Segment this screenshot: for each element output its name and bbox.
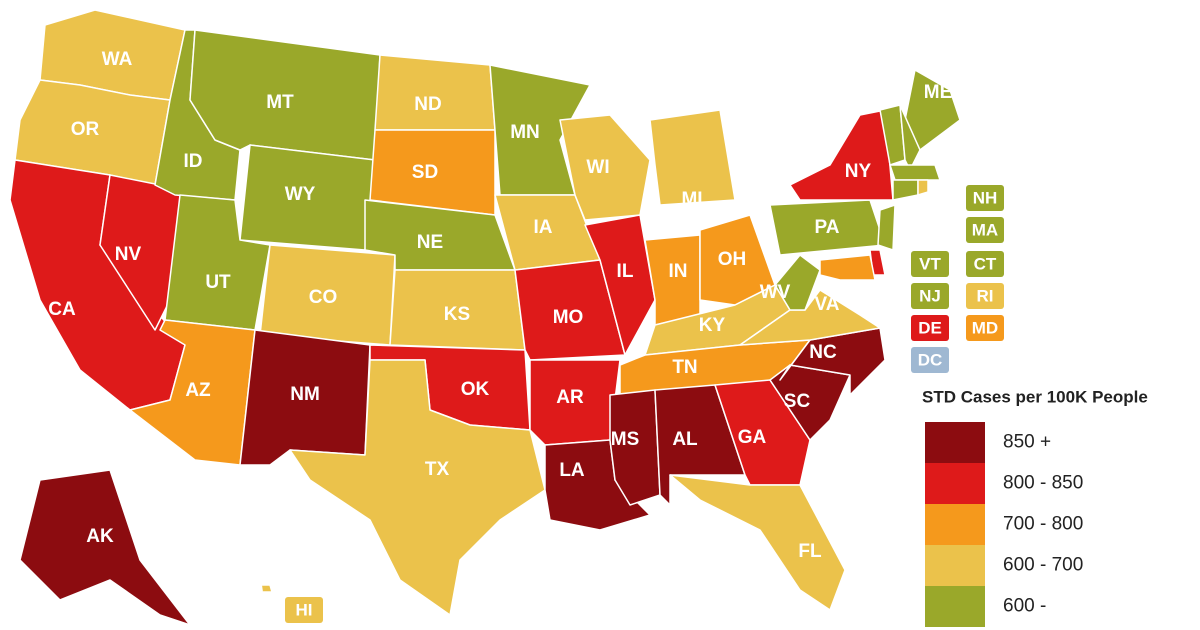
- state-shape: [889, 164, 941, 181]
- state-label: UT: [205, 272, 231, 293]
- state-shape: [789, 109, 894, 201]
- state-label: CA: [48, 299, 76, 320]
- state-callout-label: NH: [973, 188, 998, 207]
- state-callout-box: [966, 217, 1004, 243]
- state-shape: [917, 179, 929, 196]
- state-label: PA: [815, 217, 840, 238]
- state-label: IL: [617, 261, 634, 282]
- state-label: NM: [290, 384, 320, 405]
- state-label: FL: [798, 541, 822, 562]
- state-shape: [819, 254, 876, 281]
- state-shape: [904, 69, 961, 151]
- state-label: ND: [414, 94, 441, 115]
- state-label: OR: [71, 119, 100, 140]
- state-callout-label: CT: [974, 254, 997, 273]
- state-callout-label: DC: [918, 350, 943, 369]
- state-label: GA: [738, 427, 767, 448]
- state-label: AL: [672, 429, 698, 450]
- state-label: NV: [115, 244, 142, 265]
- legend-swatch: [925, 586, 985, 627]
- state-callout-box: [911, 251, 949, 277]
- state-callout-box: [911, 283, 949, 309]
- state-label: WV: [760, 282, 791, 303]
- state-label: TN: [672, 357, 697, 378]
- state-label: WY: [285, 184, 316, 205]
- state-shape: [289, 359, 546, 616]
- state-label: LA: [559, 460, 585, 481]
- legend-swatch: [925, 422, 985, 463]
- state-label: VA: [815, 294, 840, 315]
- state-label: MN: [510, 122, 540, 143]
- state-callout-box: [966, 283, 1004, 309]
- state-callout-label: MA: [972, 220, 998, 239]
- state-shape: [774, 254, 821, 311]
- state-callout-box: [911, 315, 949, 341]
- legend-label: 850 +: [1003, 432, 1051, 453]
- state-callout-box: [966, 185, 1004, 211]
- legend-label: 700 - 800: [1003, 514, 1083, 535]
- state-shape: [649, 109, 736, 206]
- state-label: ID: [184, 151, 203, 172]
- state-label: NC: [809, 342, 837, 363]
- legend-label: 800 - 850: [1003, 473, 1083, 494]
- state-shape: [892, 179, 919, 201]
- state-label: NE: [417, 232, 443, 253]
- state-label: CO: [309, 287, 338, 308]
- legend-swatch: [925, 463, 985, 504]
- state-callout-label: VT: [919, 254, 941, 273]
- state-label: KS: [444, 304, 470, 325]
- state-shape: [374, 54, 496, 131]
- state-shape: [877, 204, 896, 251]
- state-label: ME: [924, 82, 953, 103]
- state-label: MT: [266, 92, 294, 113]
- legend-label: 600 - 700: [1003, 555, 1083, 576]
- state-label: NY: [845, 161, 872, 182]
- state-callout-label: RI: [977, 286, 994, 305]
- state-label: SD: [412, 162, 438, 183]
- state-callout-label: NJ: [919, 286, 941, 305]
- state-callout-label: MD: [972, 318, 998, 337]
- state-label: SC: [784, 391, 811, 412]
- state-label: MO: [553, 307, 584, 328]
- state-shape: [514, 259, 626, 361]
- state-shape: [669, 474, 846, 611]
- state-callout-box: [966, 251, 1004, 277]
- legend-label: 600 -: [1003, 596, 1046, 617]
- state-label: MI: [681, 189, 702, 210]
- state-shape: [19, 469, 191, 626]
- state-label: OK: [461, 379, 490, 400]
- state-shape: [584, 214, 656, 356]
- state-label: AR: [556, 387, 584, 408]
- state-callout-label: DE: [918, 318, 942, 337]
- state-shape: [769, 364, 851, 441]
- legend-title: STD Cases per 100K People: [922, 387, 1148, 406]
- state-label: WI: [586, 157, 609, 178]
- state-label: KY: [699, 315, 726, 336]
- state-label: TX: [425, 459, 450, 480]
- state-callout-box: [911, 347, 949, 373]
- state-label: MS: [611, 429, 640, 450]
- legend-swatch: [925, 545, 985, 586]
- legend-swatch: [925, 504, 985, 545]
- state-callout-label: HI: [296, 600, 313, 619]
- state-callout-box: [285, 597, 323, 623]
- state-label: IN: [669, 261, 688, 282]
- state-callout-box: [966, 315, 1004, 341]
- state-label: AZ: [185, 380, 211, 401]
- state-label: OH: [718, 249, 747, 270]
- state-label: WA: [102, 49, 133, 70]
- state-label: IA: [534, 217, 553, 238]
- state-label: AK: [86, 526, 114, 547]
